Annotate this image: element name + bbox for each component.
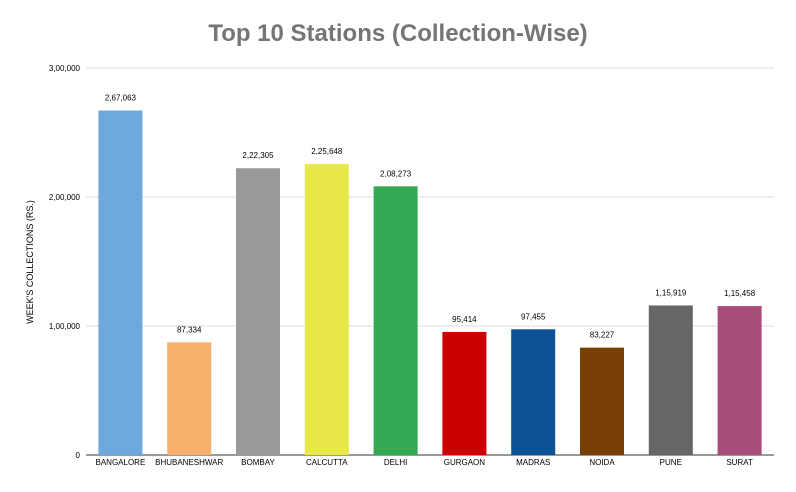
x-axis-ticks: BANGALORE BHUBANESHWAR BOMBAY CALCUTTA DELHI… <box>96 458 753 467</box>
data-label: 2,25,648 <box>311 147 343 156</box>
bar-bombay <box>235 168 281 455</box>
x-tick-label: NOIDA <box>589 458 615 467</box>
y-tick-label: 1,00,000 <box>49 322 81 331</box>
bar-noida <box>579 347 625 455</box>
x-tick-label: BANGALORE <box>96 458 146 467</box>
data-label: 87,334 <box>177 325 202 334</box>
chart-title: Top 10 Stations (Collection-Wise) <box>208 20 588 47</box>
bar-bhubaneshwar <box>167 342 212 455</box>
y-axis-title: WEEK'S COLLECTIONS (RS.) <box>25 200 35 324</box>
data-labels: 2,67,063 87,334 2,22,305 2,25,648 2,08,273 95… <box>105 93 756 339</box>
data-label: 95,414 <box>452 315 477 324</box>
bar-pune <box>648 305 693 455</box>
bars <box>98 110 762 456</box>
y-axis-ticks: 0 1,00,000 2,00,000 3,00,000 <box>49 64 81 460</box>
x-tick-label: PUNE <box>660 458 682 467</box>
x-tick-label: BOMBAY <box>241 458 275 467</box>
data-label: 97,455 <box>521 312 546 321</box>
data-label: 83,227 <box>590 331 615 340</box>
x-tick-label: GURGAON <box>444 458 486 467</box>
x-tick-label: MADRAS <box>516 458 550 467</box>
x-tick-label: CALCUTTA <box>306 458 348 467</box>
y-tick-label: 2,00,000 <box>49 193 81 202</box>
bar-calcutta <box>304 163 349 456</box>
data-label: 2,08,273 <box>380 169 412 178</box>
y-tick-label: 0 <box>76 451 81 460</box>
bar-gurgaon <box>442 331 487 455</box>
y-tick-label: 3,00,000 <box>49 64 81 73</box>
data-label: 2,22,305 <box>242 151 274 160</box>
x-tick-label: SURAT <box>726 458 753 467</box>
data-label: 1,15,919 <box>655 288 687 297</box>
bar-madras <box>511 329 556 455</box>
bar-delhi <box>373 186 418 456</box>
data-label: 2,67,063 <box>105 93 137 102</box>
x-tick-label: BHUBANESHWAR <box>155 458 223 467</box>
data-label: 1,15,458 <box>724 289 756 298</box>
bar-bangalore <box>98 110 143 455</box>
x-tick-label: DELHI <box>384 458 408 467</box>
bar-surat <box>717 306 762 455</box>
